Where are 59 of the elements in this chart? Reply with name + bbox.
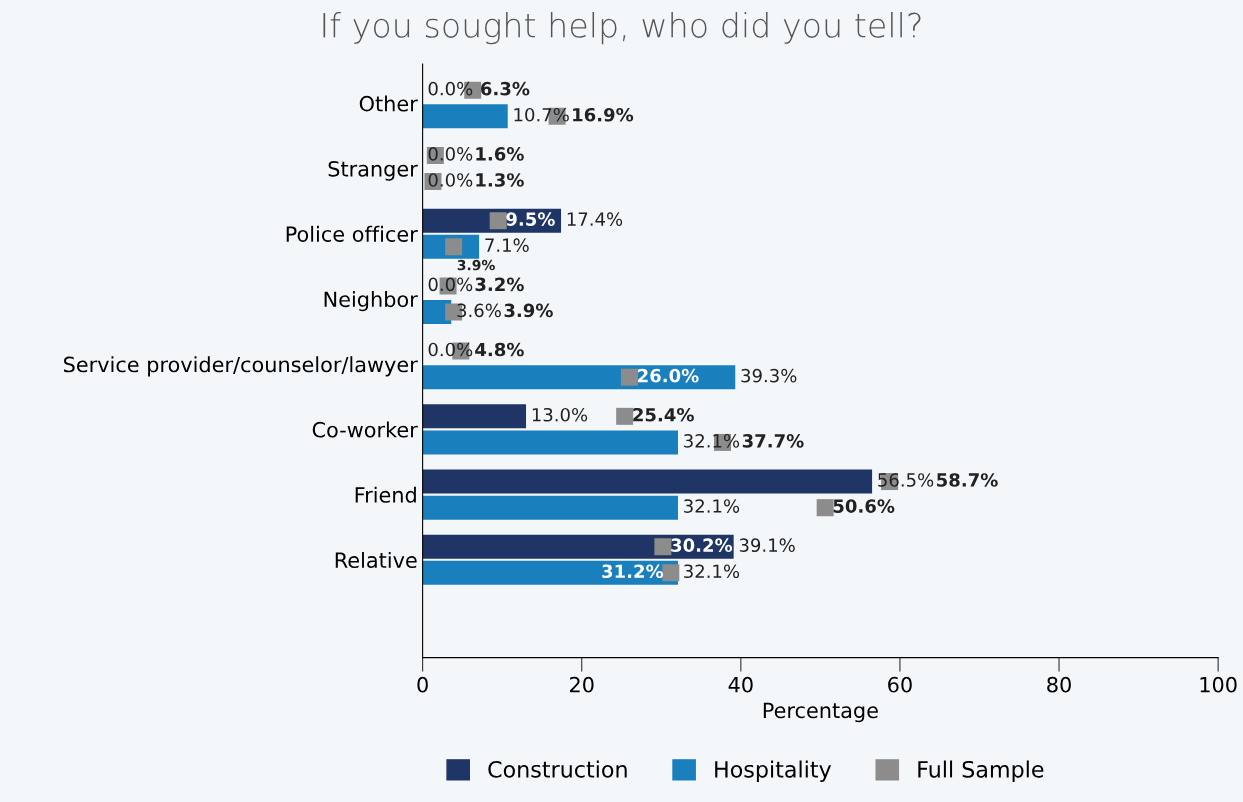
x-tick-label: 40 — [728, 676, 753, 693]
x-tick-label: 20 — [570, 676, 594, 693]
data-label: 3.9% — [504, 303, 553, 318]
data-label: 3.6% — [457, 303, 501, 318]
data-label: 30.2% — [671, 538, 733, 553]
data-label: 32.1% — [684, 499, 740, 513]
data-label: 56.5% — [878, 473, 934, 487]
x-tick-label: 100 — [1200, 676, 1237, 693]
data-label: 0.0% — [428, 173, 473, 187]
y-tick-label: Friend — [355, 486, 416, 503]
data-label: 17.4% — [567, 212, 623, 226]
data-label: 9.5% — [506, 212, 555, 226]
x-tick-label: 60 — [888, 676, 912, 693]
data-label: 37.7% — [742, 434, 804, 448]
y-tick-label: Relative — [335, 551, 417, 569]
data-label: 0.0% — [428, 147, 473, 161]
data-label: 32.1% — [684, 564, 740, 579]
data-label: 6.3% — [481, 81, 530, 96]
data-label: 0.0% — [428, 277, 473, 292]
y-tick-label: Neighbor — [324, 291, 418, 312]
legend-label: Full Sample — [918, 760, 1044, 782]
y-tick-label: Police officer — [286, 225, 418, 242]
data-label: 25.4% — [633, 407, 694, 422]
data-label: 10.7% — [514, 107, 569, 122]
bar — [422, 104, 508, 129]
y-tick-label: Other — [359, 95, 418, 112]
x-axis-title: Percentage — [763, 702, 878, 723]
data-label: 0.0% — [428, 342, 473, 357]
data-label: 4.8% — [475, 342, 524, 357]
data-label: 31.2% — [602, 564, 664, 579]
x-tick-label: 80 — [1047, 676, 1071, 693]
data-label: 1.6% — [476, 147, 524, 161]
data-label: 32.1% — [684, 434, 740, 448]
data-label: 26.0% — [638, 368, 699, 383]
bar — [422, 365, 736, 390]
legend-label: Hospitality — [715, 760, 832, 782]
chart-title: If you sought help, who did you tell? — [323, 12, 921, 45]
bar — [422, 534, 734, 559]
bar — [422, 404, 527, 429]
bar — [422, 560, 678, 585]
data-label: 3.2% — [475, 277, 524, 292]
bar — [422, 430, 678, 455]
legend-label: Construction — [488, 760, 627, 778]
bar — [422, 469, 873, 494]
data-label: 13.0% — [532, 407, 588, 422]
data-label: 39.1% — [739, 538, 795, 553]
data-label: 3.9% — [457, 259, 495, 271]
data-label: 1.3% — [476, 173, 524, 187]
data-label: 0.0% — [428, 81, 473, 96]
data-label: 58.7% — [937, 473, 998, 487]
data-label: 39.3% — [741, 368, 797, 383]
data-label: 7.1% — [485, 238, 529, 253]
y-tick-label: Service provider/counselor/lawyer — [63, 356, 418, 377]
bar — [422, 495, 678, 520]
data-label: 50.6% — [833, 499, 895, 513]
data-label: 16.9% — [573, 107, 634, 122]
y-tick-label: Stranger — [328, 160, 418, 181]
x-tick-label: 0 — [417, 676, 428, 693]
y-tick-label: Co-worker — [312, 421, 418, 438]
